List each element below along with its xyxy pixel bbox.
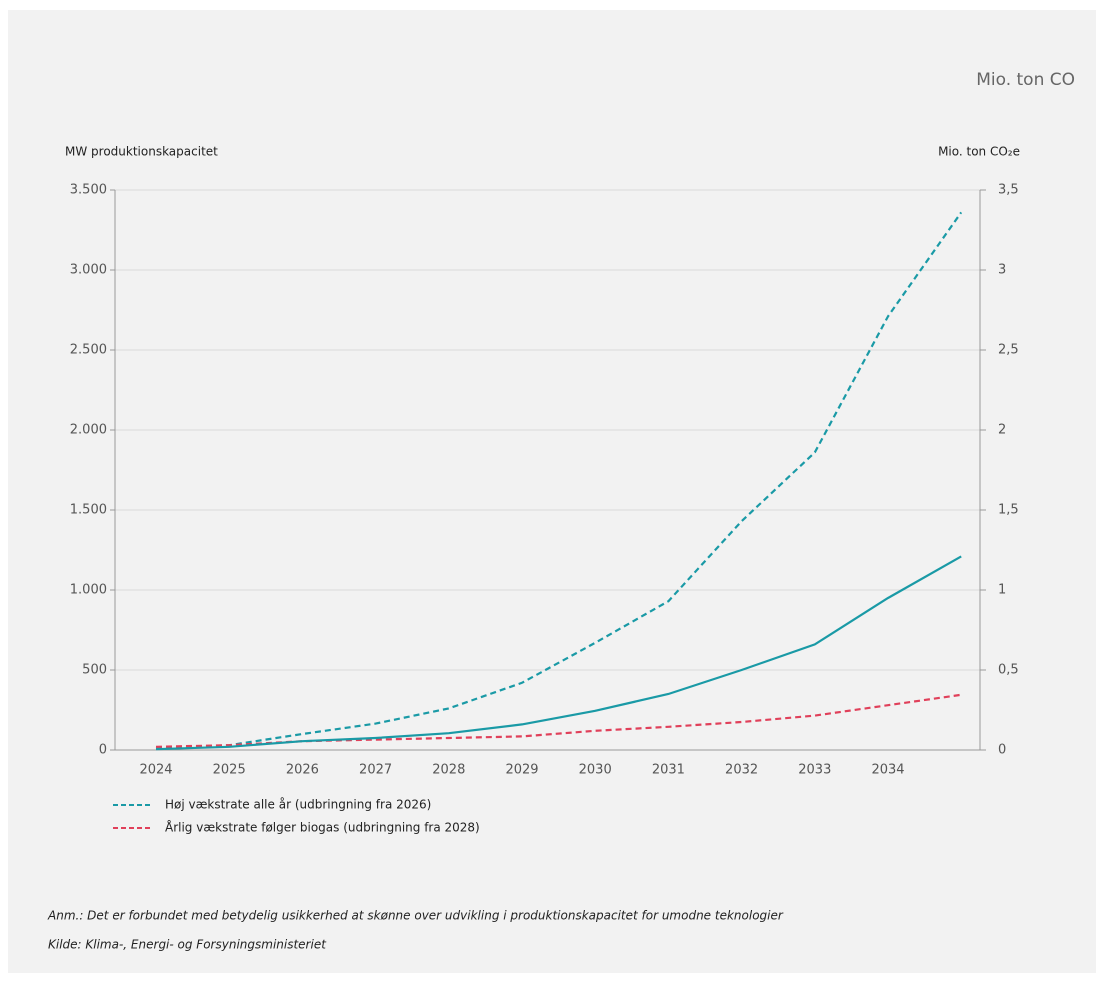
x-tick-label: 2030 [579,763,612,778]
legend-label: Årlig vækstrate følger biogas (udbringni… [165,820,480,835]
x-tick-label: 2026 [286,763,319,778]
x-tick-label: 2031 [652,763,685,778]
y-tick-label: 0 [99,743,107,758]
y2-tick-label: 3,5 [998,183,1019,198]
x-tick-label: 2028 [432,763,465,778]
y-tick-label: 500 [82,663,107,678]
y-axis-title: MW produktionskapacitet [65,145,218,159]
y2-tick-label: 0 [998,743,1006,758]
y-tick-label: 2.000 [70,423,107,438]
x-tick-label: 2024 [139,763,172,778]
y2-tick-label: 0,5 [998,663,1019,678]
y2-tick-label: 3 [998,263,1006,278]
top-label: Mio. ton CO [976,70,1075,90]
series-line [155,211,963,750]
legend-label: Høj vækstrate alle år (udbringning fra 2… [165,798,431,812]
x-tick-label: 2033 [798,763,831,778]
panel [8,10,1096,973]
y-tick-label: 1.500 [70,503,107,518]
x-tick-label: 2034 [871,763,904,778]
x-tick-label: 2027 [359,763,392,778]
y-tick-label: 3.000 [70,263,107,278]
y2-axis-title: Mio. ton CO₂e [938,145,1020,159]
x-tick-label: 2025 [213,763,246,778]
y-tick-label: 3.500 [70,183,107,198]
series-line [155,555,962,751]
y2-tick-label: 2,5 [998,343,1019,358]
x-tick-label: 2032 [725,763,758,778]
y-tick-label: 2.500 [70,343,107,358]
y2-tick-label: 2 [998,423,1006,438]
source: Kilde: Klima-, Energi- og Forsyningsmini… [48,938,327,952]
x-tick-label: 2029 [505,763,538,778]
y2-tick-label: 1,5 [998,503,1019,518]
note: Anm.: Det er forbundet med betydelig usi… [47,909,784,923]
y2-tick-label: 1 [998,583,1006,598]
y-tick-label: 1.000 [70,583,107,598]
